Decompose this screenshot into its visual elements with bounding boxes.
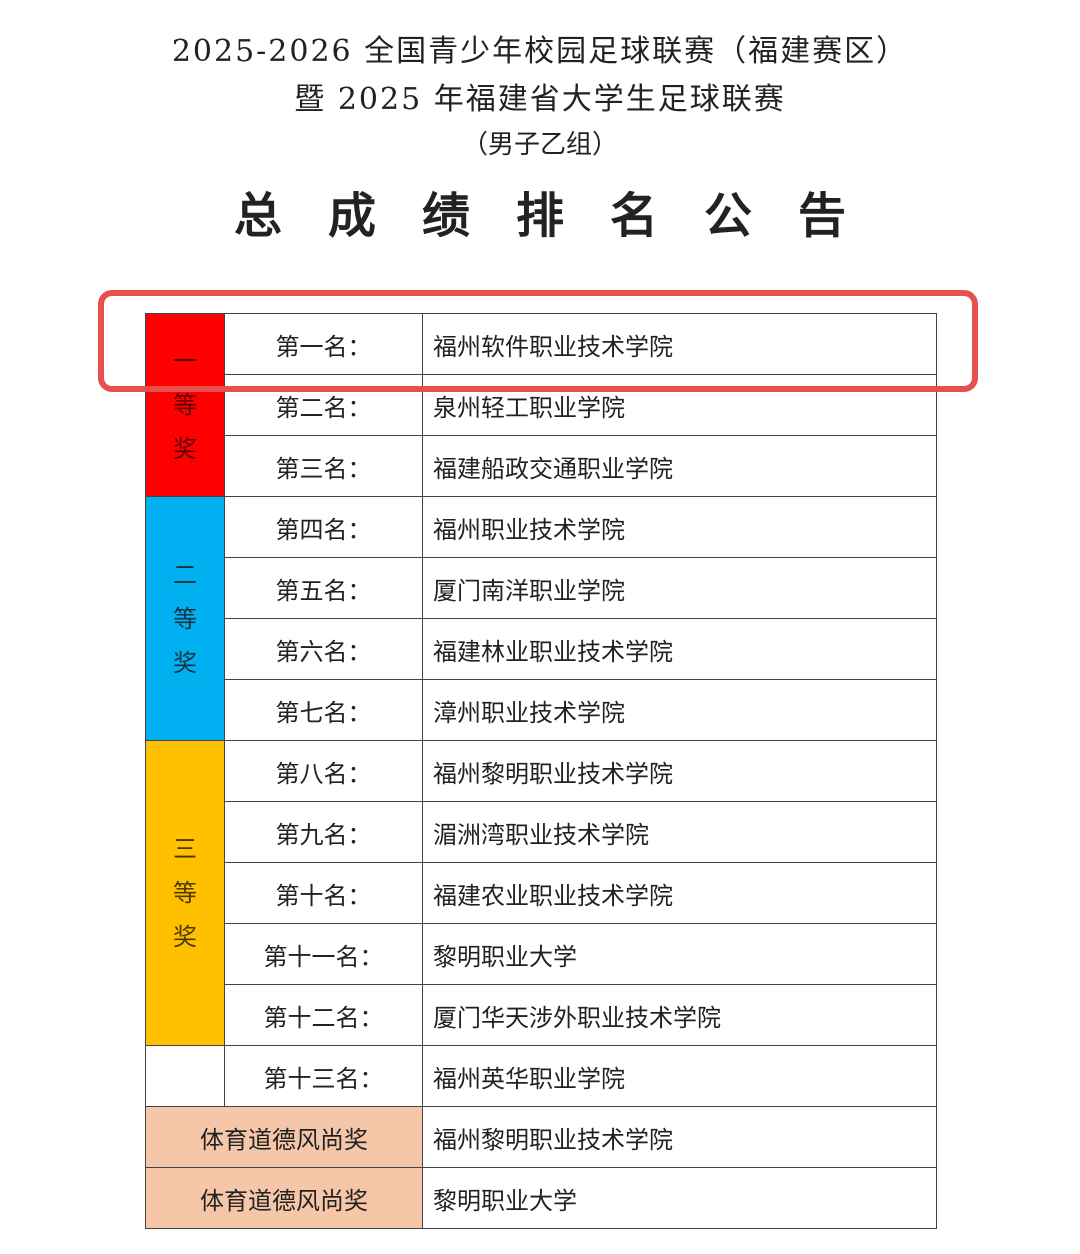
rank-label: 第十名： [224, 862, 423, 924]
school-name: 福州黎明职业技术学院 [422, 1106, 937, 1168]
school-name: 厦门南洋职业学院 [422, 557, 937, 619]
table-row: 第十二名： 厦门华天涉外职业技术学院 [146, 984, 937, 1046]
table-row: 第二名： 泉州轻工职业学院 [146, 374, 937, 436]
highlight-box [98, 290, 978, 392]
table-row: 第六名： 福建林业职业技术学院 [146, 618, 937, 680]
title-line-3: （男子乙组） [461, 130, 618, 160]
school-name: 黎明职业大学 [422, 1167, 937, 1229]
title-line-1: 2025-2026 全国青少年校园足球联赛（福建赛区） [171, 34, 909, 69]
school-name: 厦门华天涉外职业技术学院 [422, 984, 937, 1046]
rank-label: 第五名： [224, 557, 423, 619]
school-name: 福州英华职业学院 [422, 1045, 937, 1107]
school-name: 福建林业职业技术学院 [422, 618, 937, 680]
title-line-2: 暨 2025 年福建省大学生足球联赛 [294, 82, 786, 117]
rank-label: 第十二名： [224, 984, 423, 1046]
table-row: 二等奖 第四名： 福州职业技术学院 [145, 496, 937, 741]
award-empty [145, 1045, 225, 1107]
school-name: 湄洲湾职业技术学院 [422, 801, 937, 863]
table-row: 第三名： 福建船政交通职业学院 [146, 435, 937, 497]
school-name: 福州黎明职业技术学院 [422, 740, 937, 802]
award-label: 二等奖 [173, 560, 197, 677]
rank-label: 第九名： [224, 801, 423, 863]
rank-label: 第六名： [224, 618, 423, 680]
table-row: 第五名： 厦门南洋职业学院 [146, 557, 937, 619]
rankings-table: 一等奖 第一名： 福州软件职业技术学院 第二名： 泉州轻工职业学院 第三名： 福建船政交通职… [145, 313, 937, 1229]
award-label: 一等奖 [173, 347, 197, 463]
rank-label: 第十三名： [224, 1045, 423, 1107]
sportsmanship-row: 体育道德风尚奖 黎明职业大学 [145, 1167, 937, 1229]
table-row: 第十三名： 福州英华职业学院 [145, 1045, 937, 1107]
award-third: 三等奖 [145, 740, 225, 1046]
school-name: 福建农业职业技术学院 [422, 862, 937, 924]
award-second: 二等奖 [145, 496, 225, 741]
school-name: 漳州职业技术学院 [422, 679, 937, 741]
school-name: 泉州轻工职业学院 [422, 374, 937, 436]
table-row: 三等奖 第八名： 福州黎明职业技术学院 [145, 740, 937, 1046]
school-name: 福州职业技术学院 [422, 496, 937, 558]
rank-label: 第二名： [224, 374, 423, 436]
rank-label: 第八名： [224, 740, 423, 802]
table-row: 第十一名： 黎明职业大学 [146, 923, 937, 985]
school-name: 福建船政交通职业学院 [422, 435, 937, 497]
table-row: 第七名： 漳州职业技术学院 [146, 679, 937, 741]
rank-label: 第三名： [224, 435, 423, 497]
school-name: 黎明职业大学 [422, 923, 937, 985]
rank-label: 第一名： [224, 313, 423, 375]
award-first: 一等奖 [145, 313, 225, 497]
sportsmanship-row: 体育道德风尚奖 福州黎明职业技术学院 [145, 1106, 937, 1168]
sportsmanship-label: 体育道德风尚奖 [145, 1106, 423, 1168]
rank-label: 第七名： [224, 679, 423, 741]
rank-label: 第十一名： [224, 923, 423, 985]
table-row: 第九名： 湄洲湾职业技术学院 [146, 801, 937, 863]
sportsmanship-label: 体育道德风尚奖 [145, 1167, 423, 1229]
table-row: 第十名： 福建农业职业技术学院 [146, 862, 937, 924]
rank-label: 第四名： [224, 496, 423, 558]
award-label: 三等奖 [173, 835, 197, 951]
page-title: 总成绩排名公告 [233, 188, 892, 244]
